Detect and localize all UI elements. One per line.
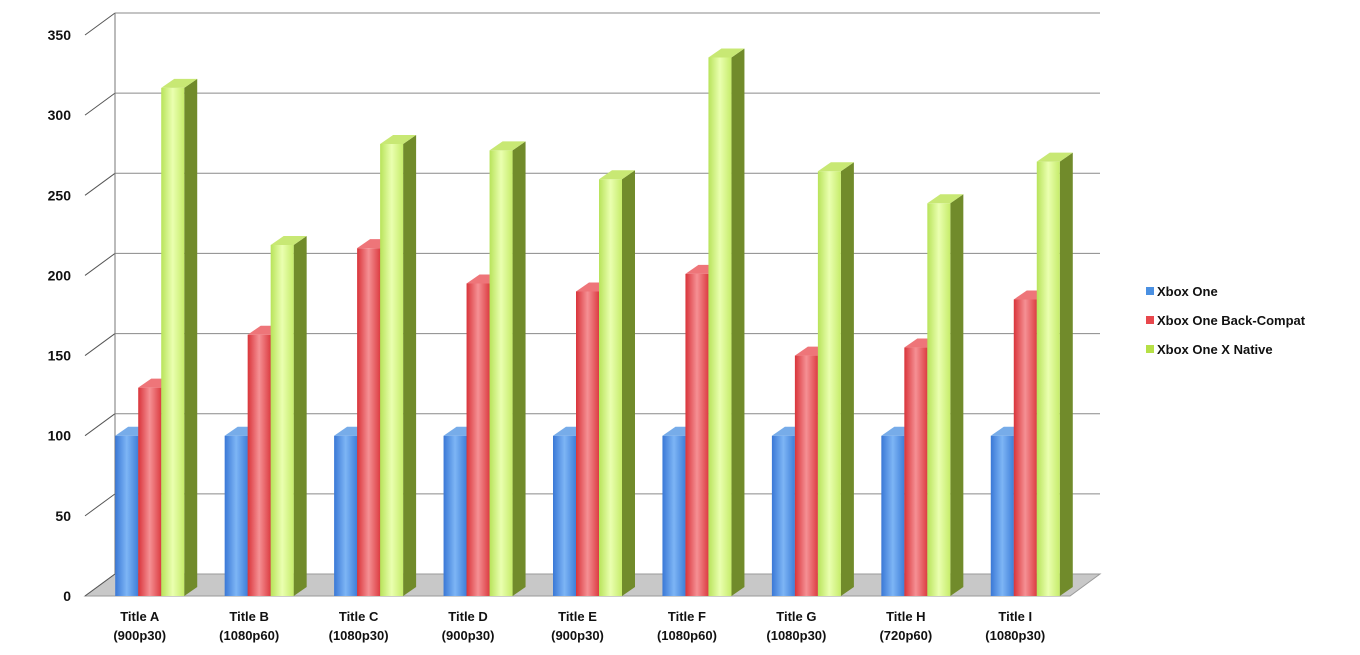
y-tick-label: 300 — [48, 107, 72, 123]
bar-xbox-one-x-native-title-c — [380, 134, 417, 596]
x-tick-sublabel: (1080p30) — [766, 628, 826, 643]
legend-swatch — [1146, 345, 1154, 353]
x-tick-sublabel: (720p60) — [879, 628, 932, 643]
x-tick-sublabel: (900p30) — [551, 628, 604, 643]
gridline-depth — [84, 333, 116, 356]
gridline-depth — [84, 253, 116, 276]
legend-label: Xbox One — [1157, 284, 1218, 299]
x-tick-sublabel: (1080p60) — [219, 628, 279, 643]
bar-xbox-one-x-native-title-b — [270, 235, 307, 596]
y-tick-label: 350 — [48, 27, 72, 43]
x-tick-label: Title I — [998, 609, 1032, 624]
x-tick-label: Title E — [558, 609, 597, 624]
gridline-depth — [84, 172, 116, 196]
x-tick-sublabel: (1080p30) — [985, 628, 1045, 643]
bar-xbox-one-x-native-title-d — [489, 141, 526, 597]
x-tick-label: Title D — [448, 609, 488, 624]
gridline-depth — [84, 413, 116, 437]
bar-xbox-one-x-native-title-f — [708, 48, 745, 596]
legend-label: Xbox One Back-Compat — [1157, 313, 1306, 328]
gridline-depth — [84, 12, 116, 36]
gridline-depth — [84, 92, 116, 116]
y-tick-label: 50 — [55, 508, 71, 524]
x-tick-label: Title B — [229, 609, 269, 624]
y-tick-label: 150 — [48, 348, 72, 364]
bar-xbox-one-x-native-title-a — [161, 78, 198, 596]
x-tick-sublabel: (900p30) — [442, 628, 495, 643]
y-tick-label: 100 — [48, 428, 72, 444]
y-tick-label: 250 — [48, 187, 72, 203]
x-tick-label: Title C — [339, 609, 379, 624]
legend-swatch — [1146, 316, 1154, 324]
x-tick-label: Title G — [776, 609, 816, 624]
y-tick-label: 200 — [48, 267, 72, 283]
legend-swatch — [1146, 287, 1154, 295]
gridline-depth — [84, 573, 116, 597]
x-tick-sublabel: (1080p30) — [329, 628, 389, 643]
y-tick-label: 0 — [63, 588, 71, 604]
x-tick-label: Title F — [668, 609, 706, 624]
bar-xbox-one-x-native-title-e — [599, 170, 635, 596]
x-tick-sublabel: (1080p60) — [657, 628, 717, 643]
bar-xbox-one-x-native-title-i — [1036, 152, 1073, 596]
gridline-depth — [84, 493, 116, 517]
bar-xbox-one-x-native-title-g — [817, 162, 854, 596]
bar-xbox-one-x-native-title-h — [927, 194, 964, 597]
x-tick-sublabel: (900p30) — [113, 628, 166, 643]
x-tick-label: Title A — [120, 609, 160, 624]
x-tick-label: Title H — [886, 609, 926, 624]
legend-label: Xbox One X Native — [1157, 342, 1273, 357]
